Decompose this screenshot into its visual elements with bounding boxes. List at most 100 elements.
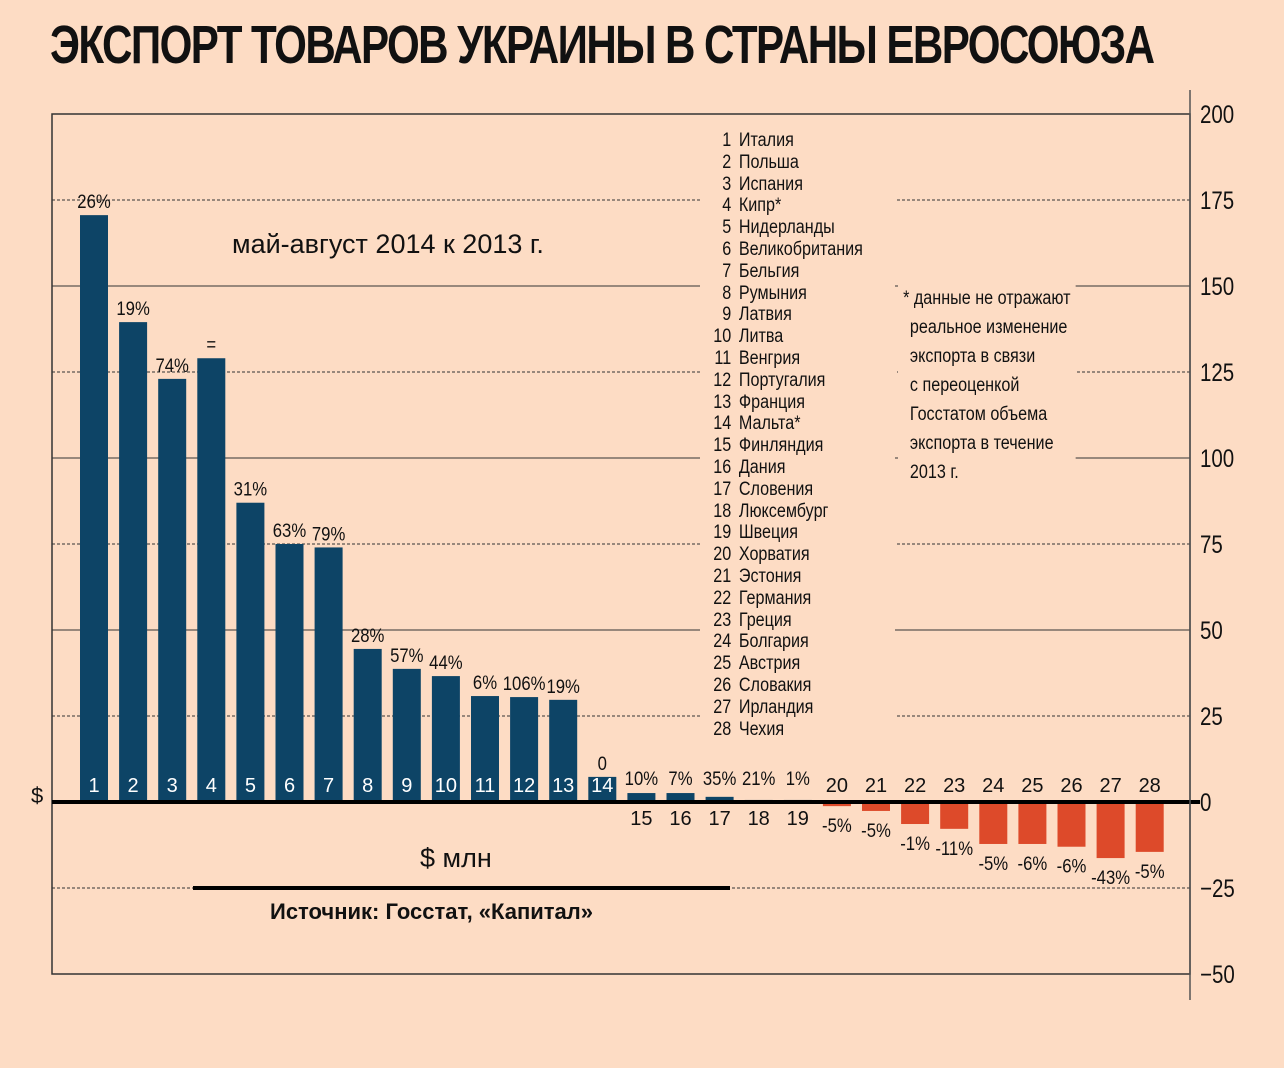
legend-item: 17 Словения <box>704 479 863 501</box>
category-label: 22 <box>904 775 926 797</box>
legend-item: 6 Великобритания <box>704 239 863 261</box>
legend-number: 15 <box>713 435 732 457</box>
data-label: 106% <box>503 673 546 694</box>
bar <box>705 796 734 802</box>
y-tick-label: 175 <box>1200 186 1234 214</box>
legend-item: 28 Чехия <box>704 719 863 741</box>
bar <box>588 776 617 802</box>
legend-number: 6 <box>722 238 732 260</box>
data-label: -43% <box>1091 867 1130 888</box>
bar <box>549 699 578 802</box>
legend-country: Германия <box>738 587 812 609</box>
legend-item: 26 Словакия <box>704 675 863 697</box>
data-label: 35% <box>703 768 737 789</box>
category-label: 25 <box>1021 775 1043 797</box>
legend-number: 26 <box>713 674 732 696</box>
data-label: 19% <box>546 676 580 697</box>
data-label: -11% <box>935 838 973 859</box>
bar <box>510 697 539 802</box>
category-label: 20 <box>826 775 848 797</box>
legend-number: 17 <box>713 478 732 500</box>
y-tick-label: 200 <box>1200 100 1234 128</box>
category-label: 17 <box>708 808 730 830</box>
footnote-line: Госстатом объема <box>909 404 1048 425</box>
legend-country: Мальта* <box>738 413 801 435</box>
chart-subtitle: май-август 2014 к 2013 г. <box>232 229 544 259</box>
legend-number: 8 <box>722 282 732 304</box>
legend-country: Словения <box>738 478 814 500</box>
category-label: 7 <box>323 775 334 797</box>
legend-item: 27 Ирландия <box>704 697 863 719</box>
category-label: 3 <box>167 775 178 797</box>
legend-number: 28 <box>713 718 732 740</box>
category-label: 11 <box>475 775 496 797</box>
data-label: 28% <box>351 625 385 646</box>
y-axis-symbol: $ <box>31 783 44 808</box>
category-label: 24 <box>982 775 1004 797</box>
legend-item: 21 Эстония <box>704 566 863 588</box>
data-label: 31% <box>234 479 268 500</box>
legend-item: 16 Дания <box>704 457 863 479</box>
category-label: 18 <box>748 808 770 830</box>
data-label: 63% <box>273 520 307 541</box>
category-label: 13 <box>552 775 574 797</box>
category-label: 10 <box>435 775 457 797</box>
bar <box>197 358 226 802</box>
legend-item: 13 Франция <box>704 392 863 414</box>
bar <box>1135 802 1164 852</box>
data-label: -5% <box>978 853 1008 874</box>
legend-item: 20 Хорватия <box>704 544 863 566</box>
bar <box>275 544 304 802</box>
legend-country: Болгария <box>738 631 809 653</box>
data-label: 6% <box>473 672 497 693</box>
data-label: 74% <box>155 355 189 376</box>
data-label: -5% <box>861 820 891 841</box>
legend-item: 25 Австрия <box>704 653 863 675</box>
category-label: 16 <box>669 808 691 830</box>
legend-item: 8 Румыния <box>704 283 863 305</box>
legend-country: Латвия <box>738 304 792 326</box>
legend-country: Финляндия <box>738 435 824 457</box>
chart-title: ЭКСПОРТ ТОВАРОВ УКРАИНЫ В СТРАНЫ ЕВРОСОЮ… <box>50 15 1155 75</box>
legend-country: Швеция <box>738 522 799 544</box>
legend-country: Италия <box>738 130 794 151</box>
bar <box>392 668 421 802</box>
legend-country: Франция <box>738 391 806 413</box>
legend-number: 11 <box>714 347 732 369</box>
footnote-line: с переоценкой <box>909 375 1020 396</box>
bar <box>431 676 460 802</box>
legend-number: 4 <box>722 195 732 217</box>
footnote-line: 2013 г. <box>909 462 959 483</box>
bar <box>236 502 265 802</box>
y-tick-label: 50 <box>1200 616 1223 644</box>
source-note: Источник: Госстат, «Капитал» <box>270 899 594 924</box>
legend-country: Бельгия <box>738 260 800 282</box>
legend-country: Австрия <box>738 653 801 675</box>
legend-country: Венгрия <box>738 347 801 369</box>
legend-item: 14 Мальта* <box>704 413 863 435</box>
legend-country: Испания <box>738 173 803 195</box>
data-label: 10% <box>625 768 659 789</box>
y-tick-label: 0 <box>1200 788 1211 816</box>
legend-item: 15 Финляндия <box>704 435 863 457</box>
legend-country: Великобритания <box>738 238 863 260</box>
legend-number: 5 <box>722 217 732 239</box>
data-label: 19% <box>116 298 150 319</box>
data-label: 57% <box>390 645 424 666</box>
legend-number: 16 <box>713 456 732 478</box>
y-tick-label: 25 <box>1200 702 1223 730</box>
legend-country: Литва <box>738 326 784 348</box>
category-label: 6 <box>284 775 295 797</box>
bar <box>353 648 382 802</box>
category-label: 26 <box>1060 775 1082 797</box>
legend-number: 7 <box>722 260 732 282</box>
data-label: 44% <box>429 652 463 673</box>
data-label: 7% <box>668 768 692 789</box>
legend-number: 22 <box>713 587 732 609</box>
legend-item: 4 Кипр* <box>704 195 863 217</box>
legend-item: 23 Греция <box>704 610 863 632</box>
legend-number: 24 <box>713 631 732 653</box>
legend-country: Португалия <box>738 369 826 391</box>
category-label: 1 <box>88 775 99 797</box>
